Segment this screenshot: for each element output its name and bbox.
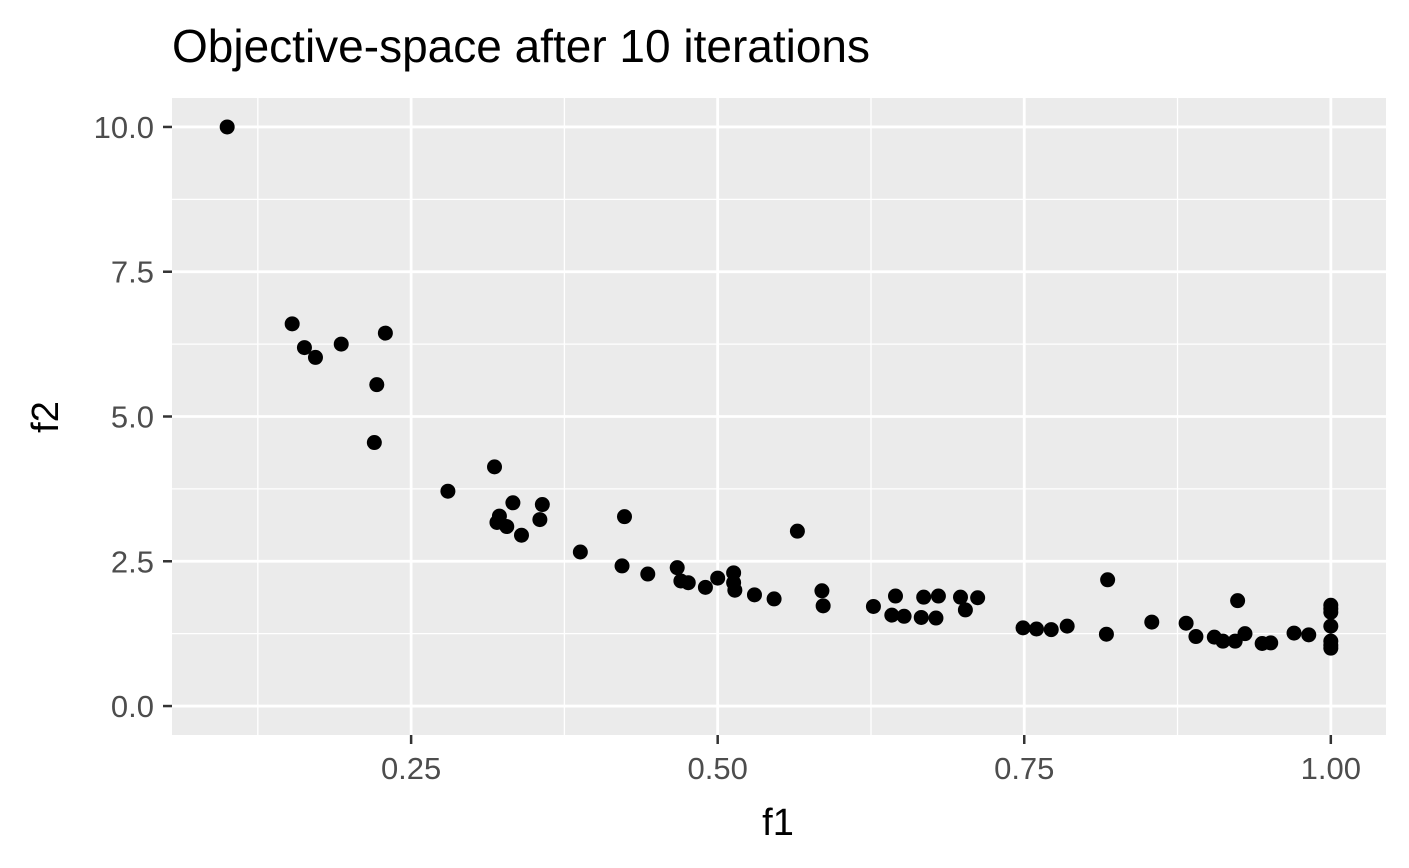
data-point bbox=[440, 483, 456, 499]
data-point bbox=[616, 509, 632, 525]
y-tick-label: 0.0 bbox=[111, 689, 154, 724]
data-point bbox=[896, 608, 912, 624]
y-axis: 0.0 2.5 5.0 7.5 10.0 bbox=[94, 110, 172, 724]
data-point bbox=[1230, 593, 1246, 609]
data-point bbox=[814, 583, 830, 599]
data-point bbox=[1286, 625, 1302, 641]
data-point bbox=[1188, 629, 1204, 645]
data-point bbox=[1059, 618, 1075, 634]
data-point bbox=[865, 598, 881, 614]
data-point bbox=[1237, 626, 1253, 642]
data-point bbox=[572, 544, 588, 560]
y-tick-label: 7.5 bbox=[111, 255, 154, 290]
data-point bbox=[296, 340, 312, 356]
data-point bbox=[307, 349, 323, 365]
data-point bbox=[499, 519, 515, 535]
data-point bbox=[219, 119, 235, 135]
data-point bbox=[1215, 633, 1231, 649]
data-point bbox=[377, 325, 393, 341]
data-point bbox=[727, 582, 743, 598]
data-point bbox=[1323, 633, 1339, 649]
data-point bbox=[913, 609, 929, 625]
data-point bbox=[746, 587, 762, 603]
x-axis: 0.25 0.50 0.75 1.00 bbox=[381, 735, 1361, 786]
x-axis-title: f1 bbox=[762, 802, 794, 844]
data-point bbox=[1043, 622, 1059, 638]
data-point bbox=[1323, 597, 1339, 613]
data-point bbox=[887, 588, 903, 604]
data-point bbox=[487, 459, 503, 475]
y-tick-label: 5.0 bbox=[111, 400, 154, 435]
data-point bbox=[697, 579, 713, 595]
y-axis-title: f2 bbox=[25, 401, 67, 433]
data-point bbox=[532, 512, 548, 528]
data-point bbox=[916, 589, 932, 605]
data-point bbox=[1098, 626, 1114, 642]
data-point bbox=[333, 336, 349, 352]
data-point bbox=[534, 497, 550, 513]
data-point bbox=[1263, 635, 1279, 651]
data-point bbox=[789, 523, 805, 539]
data-point bbox=[1144, 614, 1160, 630]
data-point bbox=[640, 566, 656, 582]
data-point bbox=[957, 602, 973, 618]
data-point bbox=[970, 590, 986, 606]
data-point bbox=[1178, 615, 1194, 631]
y-tick-label: 2.5 bbox=[111, 544, 154, 579]
data-point bbox=[369, 377, 385, 393]
data-point bbox=[284, 316, 300, 332]
data-point bbox=[366, 435, 382, 451]
x-tick-label: 0.25 bbox=[381, 751, 441, 786]
data-point bbox=[766, 591, 782, 607]
data-point bbox=[1015, 620, 1031, 636]
data-point bbox=[614, 558, 630, 574]
data-point bbox=[1301, 627, 1317, 643]
data-point bbox=[669, 560, 685, 576]
data-point bbox=[513, 527, 529, 543]
data-point bbox=[505, 495, 521, 511]
data-point bbox=[930, 588, 946, 604]
data-point bbox=[710, 570, 726, 586]
data-point bbox=[1100, 572, 1116, 588]
x-tick-label: 0.50 bbox=[688, 751, 748, 786]
x-tick-label: 1.00 bbox=[1301, 751, 1361, 786]
chart-title: Objective-space after 10 iterations bbox=[172, 20, 870, 72]
data-point bbox=[1323, 618, 1339, 634]
data-point bbox=[928, 610, 944, 626]
data-points bbox=[219, 119, 1339, 656]
data-point bbox=[884, 607, 900, 623]
data-point bbox=[680, 575, 696, 591]
data-point bbox=[815, 598, 831, 614]
data-point bbox=[1029, 621, 1045, 637]
data-point bbox=[952, 589, 968, 605]
y-tick-label: 10.0 bbox=[94, 110, 154, 145]
x-tick-label: 0.75 bbox=[994, 751, 1054, 786]
